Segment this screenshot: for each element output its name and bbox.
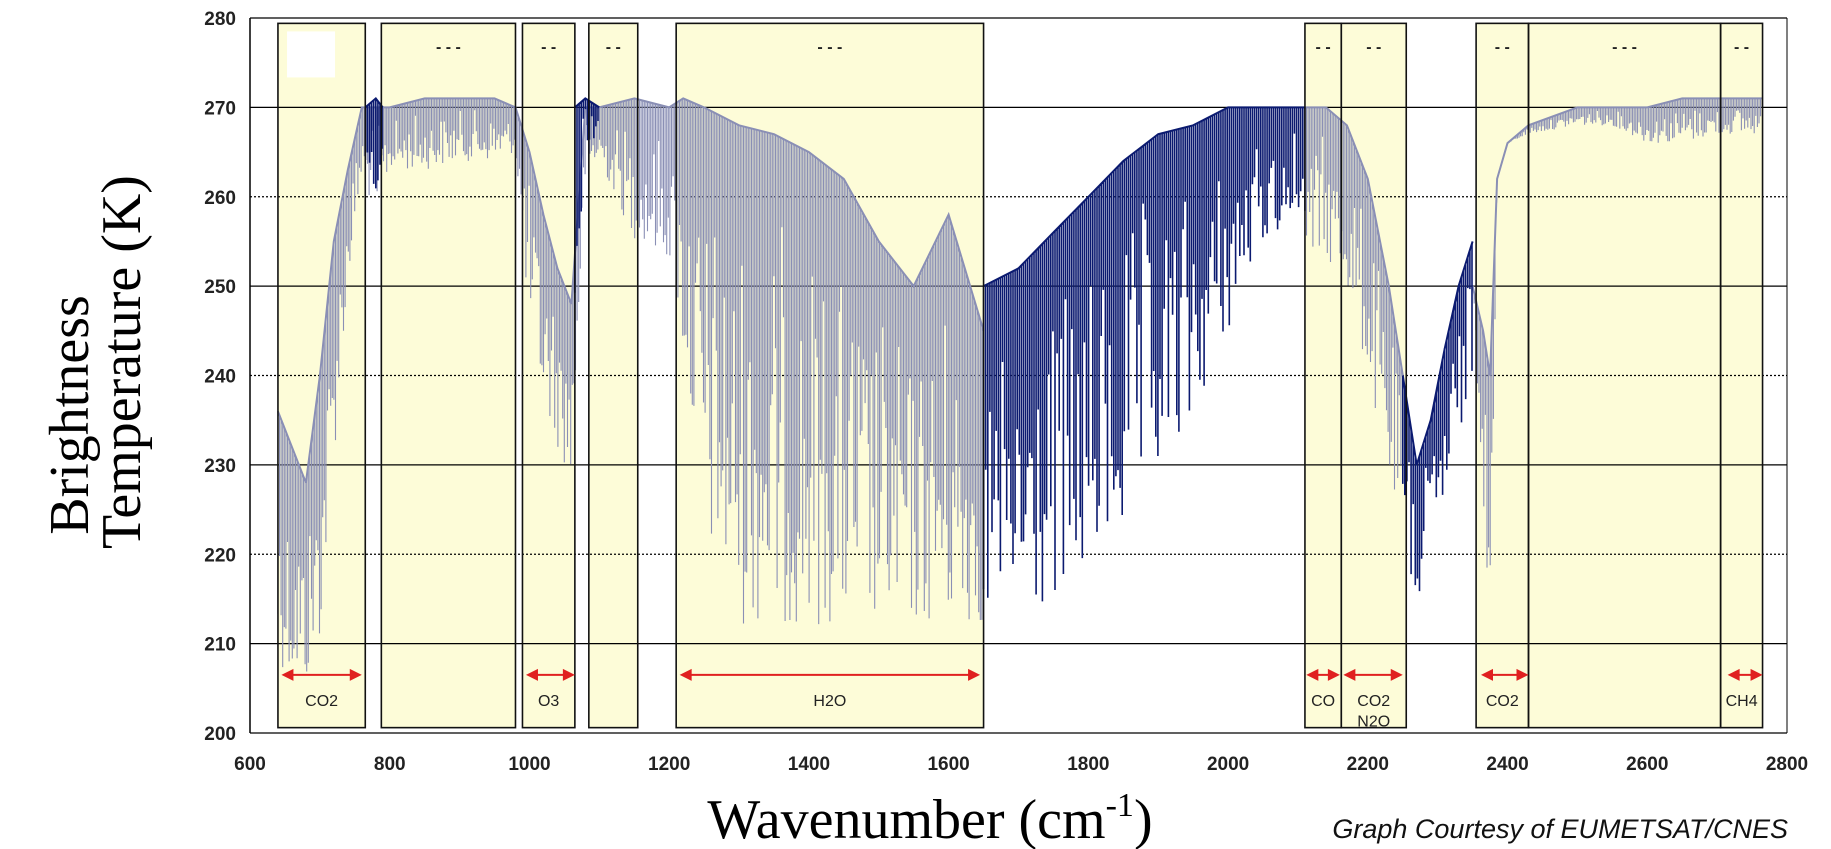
band-arrow-head-left-7 (1480, 668, 1493, 681)
series-layer (276, 96, 1763, 672)
band-dashes-7: - - (1495, 39, 1510, 56)
y-tick-label-280: 280 (204, 9, 236, 30)
x-axis-title-main: Wavenumber (cm (707, 789, 1105, 849)
ticks-layer: 200 210 220 230 240 250 260 270 280 600 800 1000 120… (204, 9, 1808, 775)
band-dashes-2: - - (541, 39, 556, 56)
y-axis-title-line1: Brightness (39, 295, 101, 535)
spectrum-light-envelope-1 (1304, 106, 1404, 376)
band-border-1 (380, 22, 517, 729)
y-axis-title-line2: Temperature (K) (91, 175, 153, 549)
legend-blank-box (287, 31, 336, 78)
band-dashes-6: - - (1366, 39, 1381, 56)
x-tick-label-800: 800 (374, 754, 406, 775)
x-tick-label-2600: 2600 (1626, 754, 1668, 775)
band-arrow-head-right-2 (562, 668, 575, 681)
band-label-5: CO (1311, 693, 1335, 710)
y-tick-label-230: 230 (204, 456, 236, 477)
y-tick-label-240: 240 (204, 367, 236, 388)
band-dashes-5: - - (1316, 39, 1331, 56)
band-label-9: CH4 (1726, 693, 1758, 710)
x-tick-label-2800: 2800 (1766, 754, 1808, 775)
band-label-4: H2O (813, 693, 846, 710)
grid-layer (249, 17, 1788, 734)
spectrum-dark-envelope-1 (574, 97, 600, 109)
band-arrow-head-right-4 (968, 668, 981, 681)
arrows-layer: CO2 O3 H2O CO CO2 N2O CO2 CH4 (281, 668, 1763, 731)
y-tick-label-200: 200 (204, 724, 236, 745)
spectrum-light-envelope-0 (276, 97, 985, 484)
spectrum-light-envelope-2 (1471, 97, 1763, 376)
band-border-0 (277, 22, 367, 729)
x-tick-label-2200: 2200 (1347, 754, 1389, 775)
band-borders-layer: - - -- - -- -- -- - -- -- -- -- - -- - (277, 22, 1764, 729)
band-label-0: CO2 (305, 693, 338, 710)
band-arrow-head-right-6 (1390, 668, 1403, 681)
band-arrow-head-right-9 (1750, 668, 1763, 681)
spectrum-dark-segment-0 (364, 96, 384, 189)
band-arrow-head-left-9 (1727, 668, 1740, 681)
band-border-3 (588, 22, 639, 729)
spectrum-dark-envelope-2 (983, 106, 1305, 287)
y-tick-label-210: 210 (204, 635, 236, 656)
spectrum-light-segment-2 (1471, 97, 1763, 568)
band-dashes-8: - - - (1612, 39, 1637, 56)
x-axis-title-superscript: -1 (1106, 787, 1134, 824)
x-axis-title: Wavenumber (cm-1) (707, 787, 1152, 849)
x-tick-label-2000: 2000 (1207, 754, 1249, 775)
spectrum-dark-path-3 (1402, 243, 1473, 592)
spectrum-dark-envelope-0 (364, 96, 384, 109)
credit-text: Graph Courtesy of EUMETSAT/CNES (1332, 814, 1788, 844)
band-border-4 (675, 22, 985, 729)
y-tick-label-260: 260 (204, 188, 236, 209)
x-axis-title-suffix: ) (1134, 789, 1153, 849)
band-label-2: O3 (538, 693, 559, 710)
y-tick-label-270: 270 (204, 98, 236, 119)
band-arrow-head-left-0 (281, 668, 294, 681)
band-arrow-head-left-2 (525, 668, 538, 681)
band-arrow-head-right-5 (1327, 668, 1340, 681)
band-fill-8 (1528, 23, 1721, 728)
band-label-7: CO2 (1486, 693, 1519, 710)
band-border-2 (521, 22, 576, 729)
spectrum-light-segment-0 (276, 97, 985, 672)
band-dashes-1: - - - (436, 39, 461, 56)
spectrum-dark-segment-3 (1401, 241, 1474, 592)
band-label2-6: N2O (1357, 714, 1390, 731)
spectrum-dark-envelope-3 (1401, 241, 1474, 466)
x-tick-label-1000: 1000 (508, 754, 550, 775)
x-tick-label-1400: 1400 (788, 754, 830, 775)
band-arrow-head-left-5 (1306, 668, 1319, 681)
y-tick-label-220: 220 (204, 545, 236, 566)
band-border-6 (1340, 22, 1408, 729)
x-tick-label-600: 600 (234, 754, 266, 775)
band-dashes-4: - - - (817, 39, 842, 56)
band-dashes-9: - - (1734, 39, 1749, 56)
band-dashes-3: - - (606, 39, 621, 56)
x-tick-label-2400: 2400 (1486, 754, 1528, 775)
x-tick-label-1200: 1200 (648, 754, 690, 775)
band-arrow-head-right-0 (349, 668, 362, 681)
band-arrow-head-left-4 (679, 668, 692, 681)
band-border-9 (1719, 22, 1764, 729)
band-label-6: CO2 (1357, 693, 1390, 710)
x-tick-label-1600: 1600 (927, 754, 969, 775)
x-tick-label-1800: 1800 (1067, 754, 1109, 775)
y-tick-label-250: 250 (204, 277, 236, 298)
band-arrow-head-left-6 (1343, 668, 1356, 681)
band-arrow-head-right-7 (1516, 668, 1529, 681)
